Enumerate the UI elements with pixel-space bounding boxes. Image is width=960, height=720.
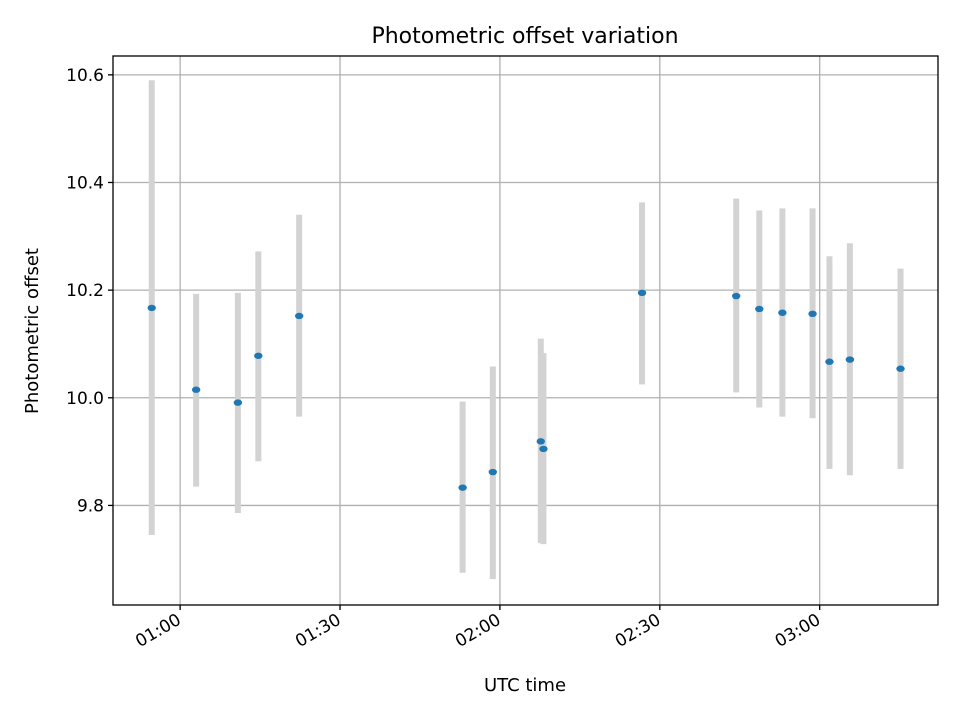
data-point — [539, 445, 548, 453]
y-tick-label: 10.0 — [66, 389, 104, 409]
y-axis-ticks: 9.8 10.0 10.2 10.4 10.6 — [66, 66, 113, 516]
chart-title: Photometric offset variation — [371, 24, 678, 49]
x-axis-label: UTC time — [484, 675, 566, 696]
x-tick-label: 01:30 — [292, 610, 344, 652]
y-tick-label: 9.8 — [77, 496, 104, 516]
data-point — [191, 386, 201, 393]
y-tick-label: 10.4 — [66, 173, 104, 193]
data-point — [778, 309, 787, 316]
y-tick-label: 10.6 — [66, 66, 104, 86]
plot-frame — [112, 55, 939, 606]
data-point — [488, 468, 498, 476]
x-tick-label: 03:00 — [772, 610, 824, 652]
data-point — [755, 305, 764, 313]
y-tick-label: 10.2 — [66, 281, 104, 301]
data-point — [845, 356, 855, 363]
data-point — [233, 399, 243, 406]
data-point — [536, 438, 545, 445]
data-point — [294, 312, 304, 320]
x-tick-label: 02:30 — [612, 610, 664, 652]
data-point — [254, 352, 263, 359]
x-tick-label: 02:00 — [452, 610, 504, 652]
data-point — [458, 484, 467, 491]
data-point — [825, 358, 834, 365]
error-bars — [148, 80, 904, 580]
x-tick-label: 01:00 — [132, 610, 184, 652]
data-point — [808, 310, 817, 318]
x-axis-ticks: 01:00 01:30 02:00 02:30 03:00 — [132, 605, 824, 652]
data-points — [147, 289, 905, 491]
y-axis-label: Photometric offset — [22, 248, 43, 414]
data-point — [637, 289, 647, 297]
data-point — [896, 365, 905, 372]
data-point — [147, 304, 156, 312]
grid-lines — [113, 56, 938, 605]
data-point — [731, 292, 741, 300]
